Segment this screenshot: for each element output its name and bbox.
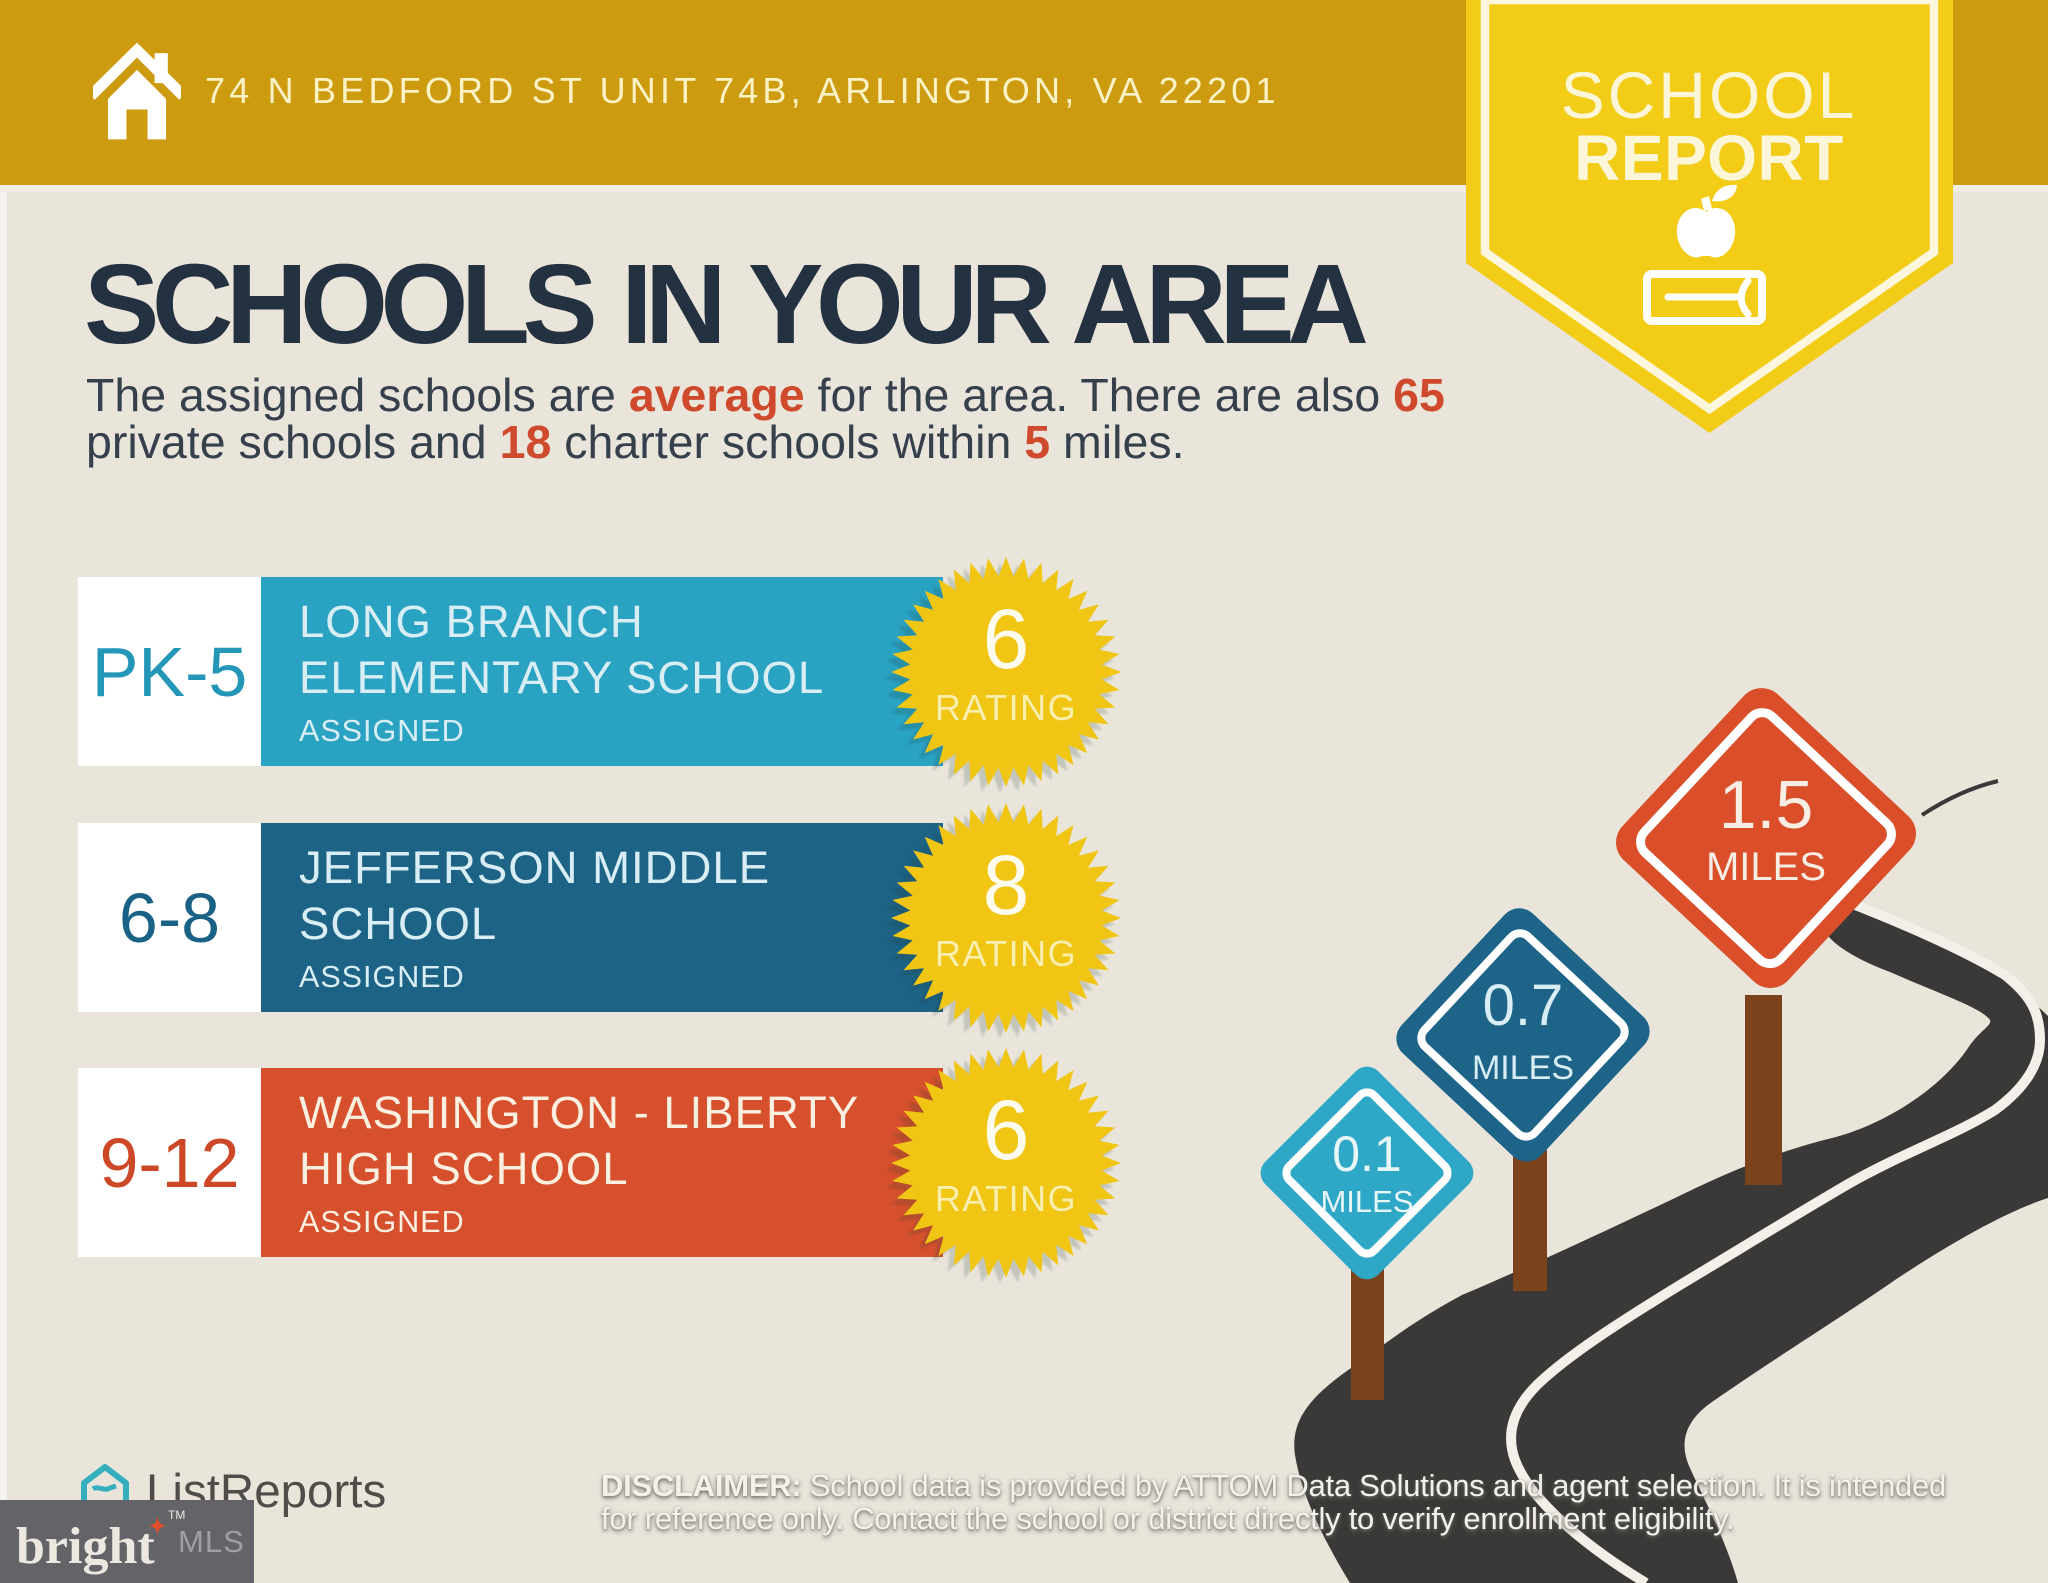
svg-text:0.1: 0.1: [1332, 1126, 1402, 1182]
svg-text:REPORT: REPORT: [1574, 122, 1844, 194]
svg-text:RATING: RATING: [935, 1178, 1077, 1219]
svg-text:1.5: 1.5: [1719, 767, 1814, 843]
svg-text:0.7: 0.7: [1483, 973, 1564, 1038]
svg-text:MILES: MILES: [1706, 845, 1826, 889]
svg-text:6: 6: [983, 592, 1030, 686]
svg-text:6: 6: [983, 1083, 1030, 1177]
svg-text:MILES: MILES: [1320, 1184, 1413, 1219]
svg-text:RATING: RATING: [935, 933, 1077, 974]
svg-text:SCHOOL: SCHOOL: [1561, 58, 1858, 132]
svg-text:8: 8: [983, 838, 1030, 932]
svg-text:MILES: MILES: [1472, 1049, 1574, 1087]
svg-text:RATING: RATING: [935, 687, 1077, 728]
